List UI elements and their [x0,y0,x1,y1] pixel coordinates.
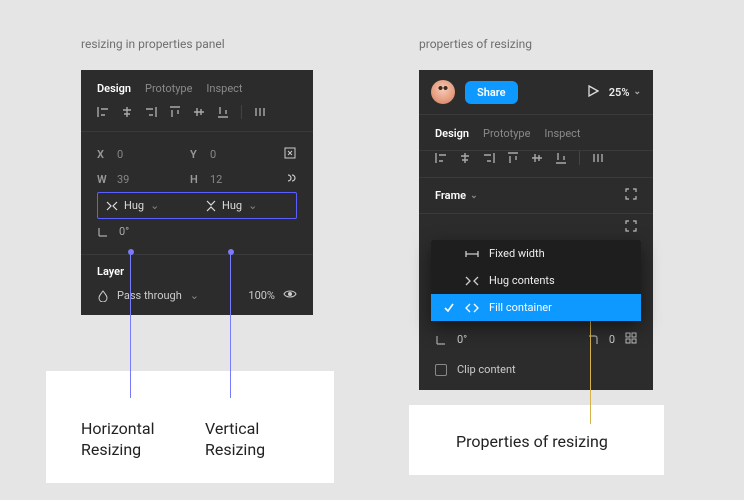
resize-to-fit-icon[interactable] [625,188,637,203]
chevron-down-icon: ⌄ [248,199,257,212]
right-panel: Share 25%⌄ Design Prototype Inspect Fram… [419,70,653,390]
rotation-value[interactable]: 0° [457,333,467,346]
left-panel: Design Prototype Inspect X 0 Y 0 W 39 H … [81,70,313,315]
link-wh-icon[interactable] [283,171,297,188]
fill-container-icon [465,303,479,313]
horizontal-resizing-dropdown[interactable]: Hug ⌄ [100,195,194,216]
y-label: Y [190,148,202,161]
connector-dot [228,249,234,255]
tab-prototype[interactable]: Prototype [145,82,192,95]
align-row [419,151,653,178]
align-hcenter-icon[interactable] [459,152,471,164]
w-value[interactable]: 39 [117,173,147,186]
align-hcenter-icon[interactable] [121,106,133,118]
hug-h-label: Hug [124,199,144,212]
position-section: X 0 Y 0 W 39 H 12 Hug ⌄ Hug [81,132,313,255]
angle-icon [97,226,109,238]
align-top-icon[interactable] [169,106,181,118]
hug-vertical-icon [206,200,216,212]
opacity-value[interactable]: 100% [248,289,275,302]
zoom-control[interactable]: 25%⌄ [609,86,641,99]
resizing-field-area [419,214,653,240]
align-bottom-icon[interactable] [217,106,229,118]
resizing-dropdown: Fixed width Hug contents Fill container [431,240,641,321]
blend-mode[interactable]: Pass through [117,289,182,302]
tab-prototype[interactable]: Prototype [483,127,530,140]
connector-line [130,255,131,398]
independent-corners-icon[interactable] [625,332,637,347]
x-label: X [97,148,109,161]
tab-design[interactable]: Design [435,127,469,140]
align-right-icon[interactable] [483,152,495,164]
w-label: W [97,173,109,186]
angle-icon [435,334,447,346]
chevron-down-icon: ⌄ [470,191,478,201]
divider [579,151,580,165]
connector-line [230,255,231,398]
align-top-icon[interactable] [507,152,519,164]
constrain-icon[interactable] [283,146,297,163]
tab-design[interactable]: Design [97,82,131,95]
tabs: Design Prototype Inspect [419,115,653,151]
chevron-down-icon: ⌄ [190,289,199,302]
align-right-icon[interactable] [145,106,157,118]
properties-of-resizing-label: Properties of resizing [456,432,608,451]
vertical-resizing-dropdown[interactable]: Hug ⌄ [200,195,294,216]
rotation-value[interactable]: 0° [119,225,129,238]
dd-fill-label: Fill container [489,301,552,314]
left-caption: resizing in properties panel [81,37,225,51]
dd-fixed-label: Fixed width [489,247,545,260]
dd-hug-contents[interactable]: Hug contents [431,267,641,294]
rotation-row: 0° [97,219,297,244]
h-value[interactable]: 12 [210,173,240,186]
corner-radius-icon [587,334,599,346]
topbar: Share 25%⌄ [419,70,653,115]
align-vcenter-icon[interactable] [193,106,205,118]
radius-value[interactable]: 0 [609,333,615,346]
layer-heading: Layer [81,255,313,284]
h-label: H [190,173,202,186]
visibility-icon[interactable] [283,288,297,303]
divider [241,105,242,119]
frame-label: Frame [435,189,466,202]
right-caption: properties of resizing [419,37,532,51]
tab-inspect[interactable]: Inspect [544,127,580,140]
chevron-down-icon: ⌄ [150,199,159,212]
dd-hug-label: Hug contents [489,274,555,287]
clip-checkbox[interactable] [435,364,447,376]
clip-content-row[interactable]: Clip content [419,355,653,390]
resizing-controls-highlight: Hug ⌄ Hug ⌄ [97,192,297,219]
y-value[interactable]: 0 [210,148,240,161]
share-button[interactable]: Share [465,81,518,104]
rotation-row: 0° 0 [419,324,653,355]
align-vcenter-icon[interactable] [531,152,543,164]
fixed-width-icon [465,249,479,259]
avatar[interactable] [431,80,455,104]
vertical-resizing-label: Vertical Resizing [205,419,265,461]
align-row [81,105,313,132]
expand-icon[interactable] [625,220,637,235]
dd-fixed-width[interactable]: Fixed width [431,240,641,267]
hug-horizontal-icon [106,201,118,211]
horizontal-resizing-label: Horizontal Resizing [81,419,154,461]
distribute-icon[interactable] [254,106,266,118]
tabs: Design Prototype Inspect [81,70,313,105]
hug-contents-icon [465,276,479,286]
distribute-icon[interactable] [592,152,604,164]
connector-dot [128,249,134,255]
align-left-icon[interactable] [435,152,447,164]
clip-label: Clip content [457,363,516,376]
frame-row[interactable]: Frame ⌄ [419,178,653,214]
present-icon[interactable] [587,85,599,100]
dd-fill-container[interactable]: Fill container [431,294,641,321]
tab-inspect[interactable]: Inspect [206,82,242,95]
check-icon [443,303,455,313]
hug-v-label: Hug [222,199,242,212]
x-value[interactable]: 0 [117,148,147,161]
align-left-icon[interactable] [97,106,109,118]
blend-icon [97,290,109,302]
align-bottom-icon[interactable] [555,152,567,164]
